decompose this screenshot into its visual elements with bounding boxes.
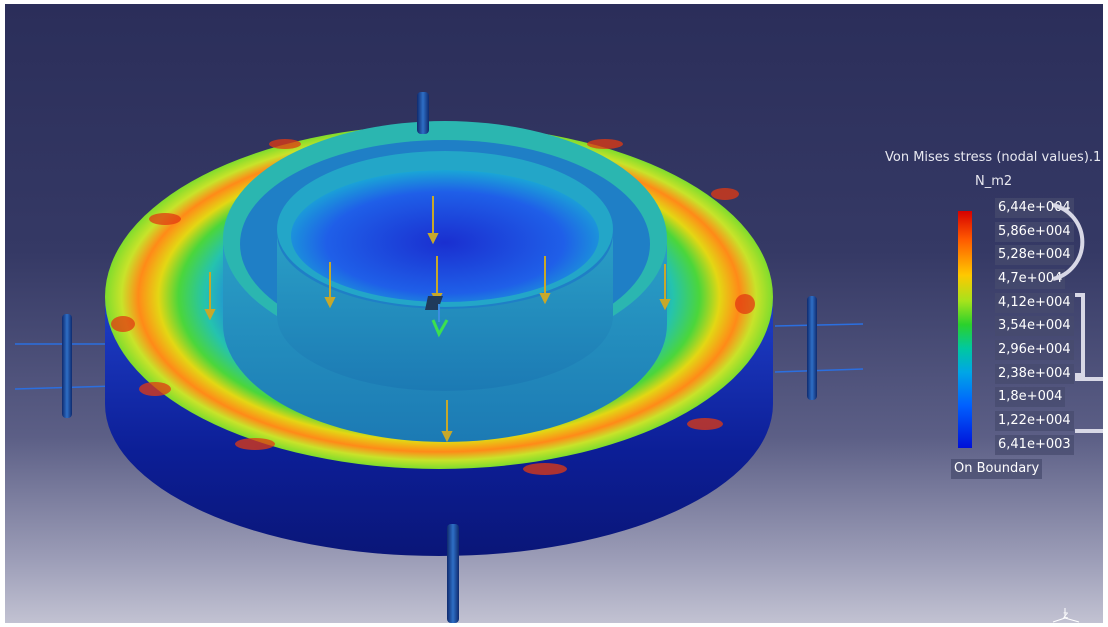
stress-hotspots [111,139,755,475]
legend-title: Von Mises stress (nodal values).1 [885,150,1102,165]
legend-value: 1,8e+004 [995,387,1066,407]
legend-color-bar [958,211,972,448]
legend-bracket-graphic [1052,203,1103,433]
legend-value: 2,38e+004 [995,364,1074,384]
legend-value: 2,96e+004 [995,340,1074,360]
legend-value: 5,86e+004 [995,222,1074,242]
legend-value: 4,7e+004 [995,269,1066,289]
legend-value: 1,22e+004 [995,411,1074,431]
inner-floor [291,170,599,302]
base-side [105,297,773,556]
legend-value: 5,28e+004 [995,245,1074,265]
load-arrow-icon [204,196,671,443]
legend-footer: On Boundary [951,459,1043,479]
restraint-post-icon [62,92,817,623]
stress-model[interactable] [5,4,1103,623]
axis-label: z [1063,610,1069,621]
center-marker-icon [425,296,449,338]
legend-value: 6,44e+004 [995,198,1074,218]
legend-value: 3,54e+004 [995,316,1074,336]
compass-axis-icon[interactable] [1052,608,1080,623]
legend-value: 6,41e+003 [995,435,1074,455]
inner-ring-wall [277,234,613,391]
legend-unit: N_m2 [975,174,1013,189]
legend-value: 4,12e+004 [995,293,1074,313]
analysis-viewport[interactable]: Von Mises stress (nodal values).1 N_m2 6… [5,4,1103,623]
outer-ring-wall [223,239,667,442]
